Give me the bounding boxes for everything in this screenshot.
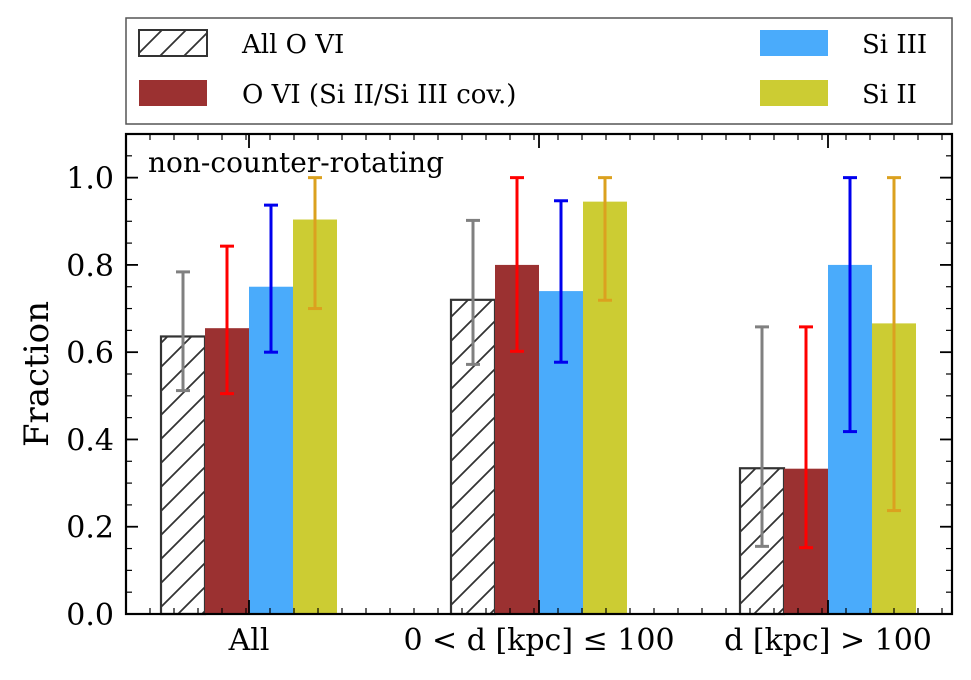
plot-frame — [124, 132, 954, 616]
x-tick-label-1: 0 < d [kpc] ≤ 100 — [403, 623, 674, 658]
legend-label-ovi-cov: O VI (Si II/Si III cov.) — [242, 80, 516, 110]
y-tick-label-3: 0.6 — [66, 336, 114, 371]
legend-label-si-ii: Si II — [862, 80, 917, 110]
error-bar-o-vi-si-ii-si-iii-cov-0 — [220, 244, 234, 396]
error-bar-si-iii-2 — [843, 176, 857, 434]
error-bars-layer — [176, 176, 901, 550]
y-tick-label-4: 0.8 — [66, 249, 114, 284]
error-bar-all-o-vi-0 — [176, 270, 190, 393]
legend-label-all-ovi: All O VI — [241, 30, 344, 60]
error-bar-all-o-vi-2 — [755, 325, 769, 548]
error-bar-si-ii-2 — [887, 176, 901, 513]
error-bar-si-iii-1 — [554, 199, 568, 364]
legend-swatch-si-ii — [760, 80, 828, 106]
legend-swatch-all-ovi — [138, 29, 208, 57]
legend-swatch-si-iii — [760, 30, 828, 56]
y-tick-labels: 0.0 0.2 0.4 0.6 0.8 1.0 — [66, 162, 114, 633]
x-tick-label-0: All — [228, 623, 270, 658]
x-tick-labels: All 0 < d [kpc] ≤ 100 d [kpc] > 100 — [228, 623, 932, 658]
legend: All O VI O VI (Si II/Si III cov.) Si III… — [125, 17, 953, 125]
error-bar-si-iii-0 — [264, 203, 278, 354]
error-bar-si-ii-0 — [308, 176, 322, 311]
bars-layer — [159, 201, 916, 616]
error-bar-o-vi-si-ii-si-iii-cov-1 — [510, 176, 524, 353]
y-tick-label-5: 1.0 — [66, 162, 114, 197]
chart-annotation: non-counter-rotating — [148, 146, 444, 179]
error-bar-all-o-vi-1 — [466, 218, 480, 366]
error-bar-si-ii-1 — [598, 176, 612, 302]
y-tick-label-0: 0.0 — [66, 598, 114, 633]
y-axis-label: Fraction — [17, 301, 57, 447]
x-tick-label-2: d [kpc] > 100 — [724, 623, 932, 658]
y-tick-label-1: 0.2 — [66, 511, 114, 546]
y-tick-label-2: 0.4 — [66, 423, 114, 458]
legend-swatch-ovi-cov — [139, 80, 207, 106]
legend-label-si-iii: Si III — [862, 30, 927, 60]
error-bar-o-vi-si-ii-si-iii-cov-2 — [799, 325, 813, 550]
